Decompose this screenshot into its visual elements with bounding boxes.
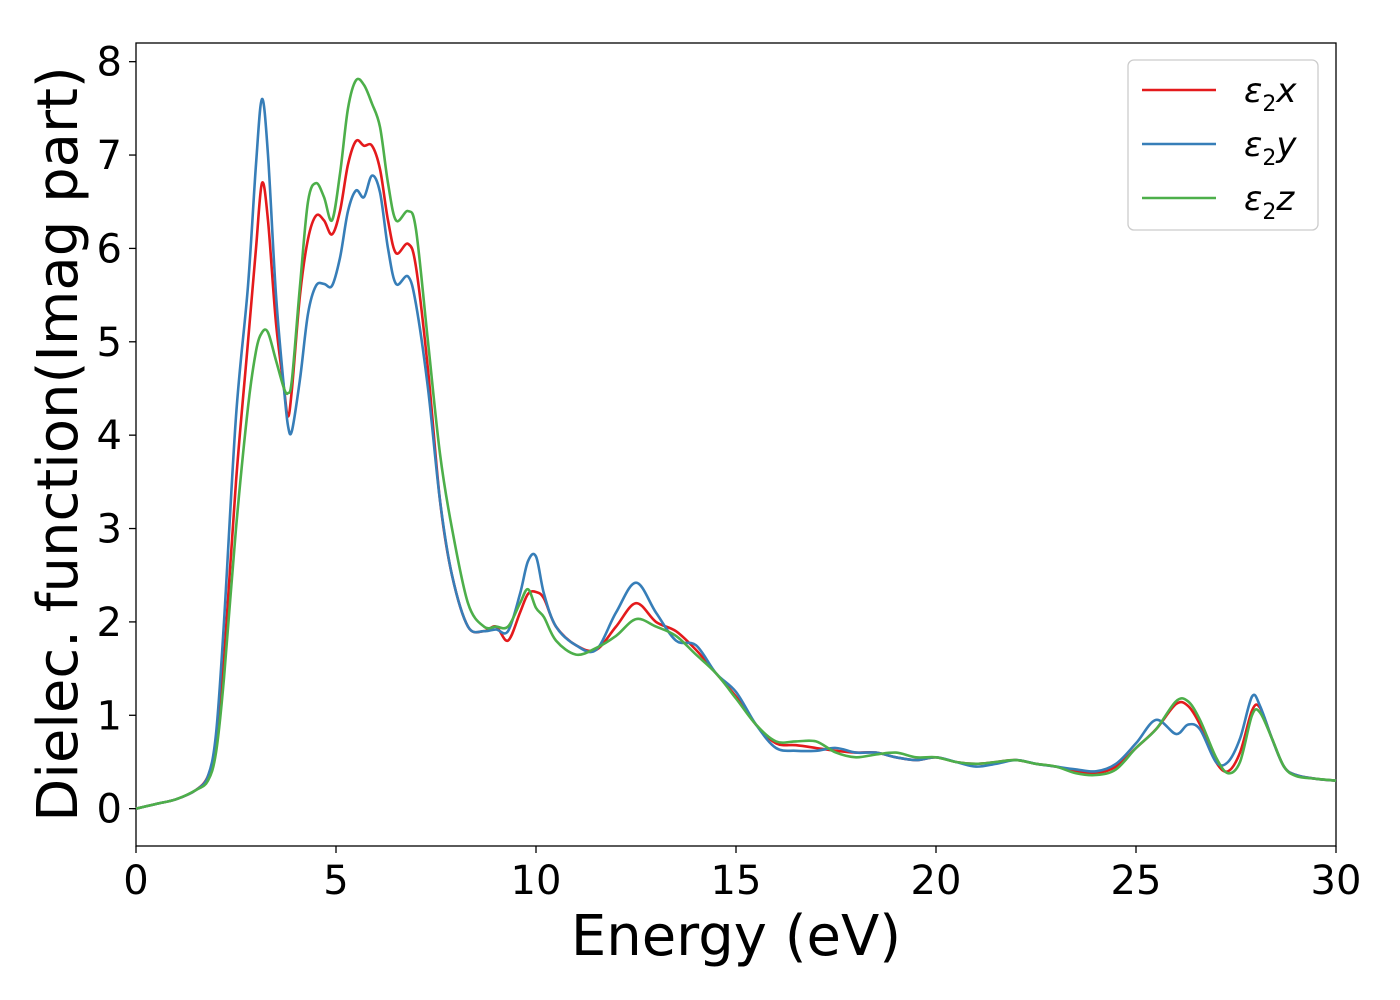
x-tick-label: 30 — [1311, 858, 1362, 904]
y-tick-label: 1 — [97, 693, 122, 739]
x-tick-label: 25 — [1111, 858, 1162, 904]
x-tick-label: 15 — [711, 858, 762, 904]
legend: ε2x ε2y ε2z — [1127, 59, 1319, 231]
series-lines — [135, 77, 1337, 810]
y-tick-label: 0 — [97, 787, 122, 833]
y-tick-label: 3 — [97, 507, 122, 553]
y-tick-label: 7 — [97, 133, 122, 179]
series-line-eps2x — [135, 138, 1337, 810]
series-line-eps2z — [135, 77, 1337, 810]
x-tick-label: 0 — [123, 858, 148, 904]
y-tick-label: 2 — [97, 600, 122, 646]
x-tick-label: 5 — [323, 858, 348, 904]
x-axis-title: Energy (eV) — [571, 904, 901, 969]
y-tick-label: 5 — [97, 320, 122, 366]
y-axis-title: Dielec. function(Imag part) — [26, 66, 91, 822]
y-axis-ticks: 0 1 2 3 4 5 6 7 8 — [97, 40, 136, 833]
x-tick-label: 10 — [511, 858, 562, 904]
series-line-eps2y — [135, 97, 1337, 810]
y-tick-label: 8 — [97, 40, 122, 86]
y-tick-label: 4 — [97, 413, 122, 459]
y-tick-label: 6 — [97, 226, 122, 272]
legend-entry-eps2y: ε2y — [1244, 125, 1297, 171]
x-tick-label: 20 — [911, 858, 962, 904]
x-axis-ticks: 0 5 10 15 20 25 30 — [123, 846, 1361, 904]
legend-box — [1127, 59, 1319, 231]
legend-entry-eps2x: ε2x — [1244, 71, 1297, 117]
legend-entry-eps2z: ε2z — [1244, 179, 1295, 225]
